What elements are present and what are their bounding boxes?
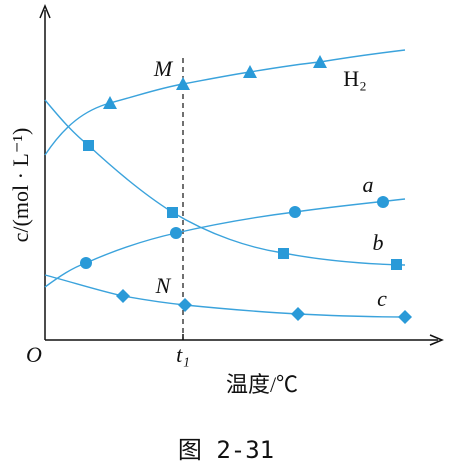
caption: 图 2-31 [178,436,274,464]
diamond-marker [291,307,305,321]
triangle-marker [243,65,257,78]
y-arrow [39,4,51,19]
circle-marker [170,227,182,239]
a-label: a [363,172,374,197]
circle-marker [377,196,389,208]
t1-label: t₁ [176,342,190,367]
x-arrow [429,334,444,346]
curve-c [44,274,406,318]
markers-h2 [103,55,327,109]
axes [39,4,444,346]
triangle-marker [103,96,117,109]
curve-h2 [44,49,406,156]
origin-label: O [26,342,42,367]
circle-marker [289,206,301,218]
diamond-marker [178,298,192,312]
h2-label: H₂ [343,66,367,91]
diamond-marker [116,289,130,303]
point-m-label: M [153,56,174,81]
square-marker [167,207,178,218]
triangle-marker [176,77,190,90]
triangle-marker [313,55,327,68]
markers-a [80,196,389,269]
circle-marker [80,257,92,269]
markers-b [83,140,402,270]
square-marker [83,140,94,151]
c-label: c [377,286,387,311]
square-marker [391,259,402,270]
markers-c [116,289,412,324]
diamond-marker [398,310,412,324]
b-label: b [373,230,384,255]
curve-a [44,198,406,288]
point-n-label: N [155,273,172,298]
curve-b [44,99,406,266]
square-marker [278,248,289,259]
x-axis-label: 温度/℃ [226,372,298,397]
y-axis-label: c/(mol · L⁻¹) [8,128,33,243]
